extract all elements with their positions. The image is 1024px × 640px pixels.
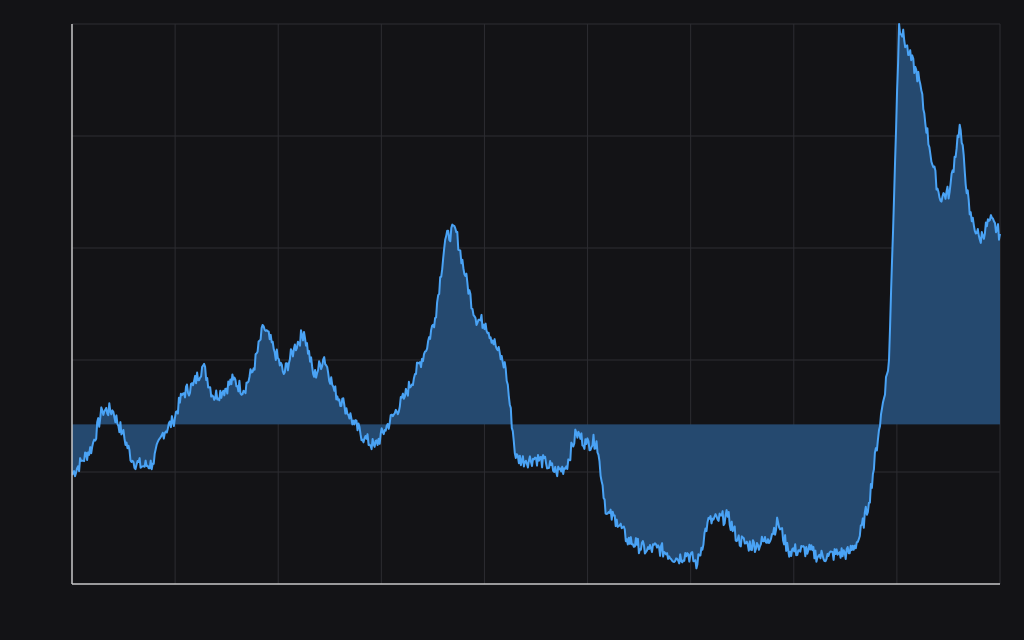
series-line (71, 23, 1001, 570)
area-fill (72, 24, 1000, 569)
axes (71, 24, 1000, 585)
data-marks (71, 23, 1001, 570)
